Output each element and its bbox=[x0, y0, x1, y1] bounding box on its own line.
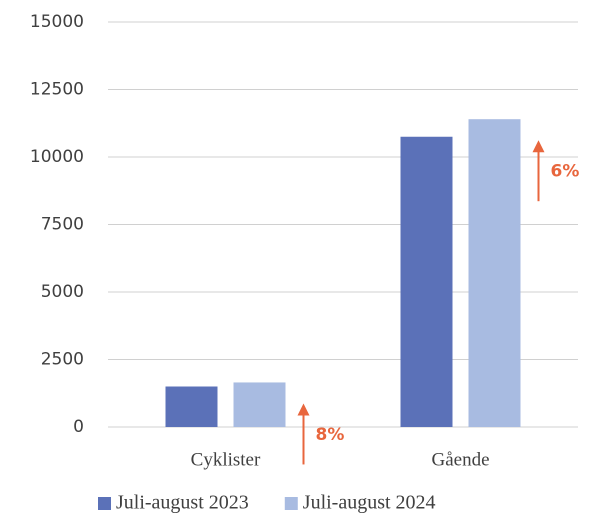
bar bbox=[400, 136, 453, 427]
annotation: 8% bbox=[316, 425, 345, 445]
y-tick-label: 5000 bbox=[41, 282, 84, 302]
x-tick-label: Cyklister bbox=[191, 449, 261, 470]
y-tick-label: 0 bbox=[73, 417, 84, 437]
y-tick-label: 15000 bbox=[30, 12, 84, 32]
legend-swatch bbox=[98, 497, 111, 510]
annotation-arrowhead bbox=[532, 140, 545, 153]
bar bbox=[468, 119, 521, 427]
legend-label: Juli-august 2023 bbox=[116, 492, 249, 514]
y-tick-label: 7500 bbox=[41, 215, 84, 235]
y-tick-label: 2500 bbox=[41, 350, 84, 370]
annotation: 6% bbox=[551, 162, 580, 182]
bar bbox=[233, 382, 286, 427]
annotation-arrowhead bbox=[297, 403, 310, 416]
y-tick-label: 10000 bbox=[30, 147, 84, 167]
x-tick-label: Gående bbox=[431, 449, 489, 470]
legend-swatch bbox=[284, 497, 298, 510]
legend-label: Juli-august 2024 bbox=[303, 492, 436, 514]
y-tick-label: 12500 bbox=[30, 80, 84, 100]
bar bbox=[165, 386, 218, 427]
